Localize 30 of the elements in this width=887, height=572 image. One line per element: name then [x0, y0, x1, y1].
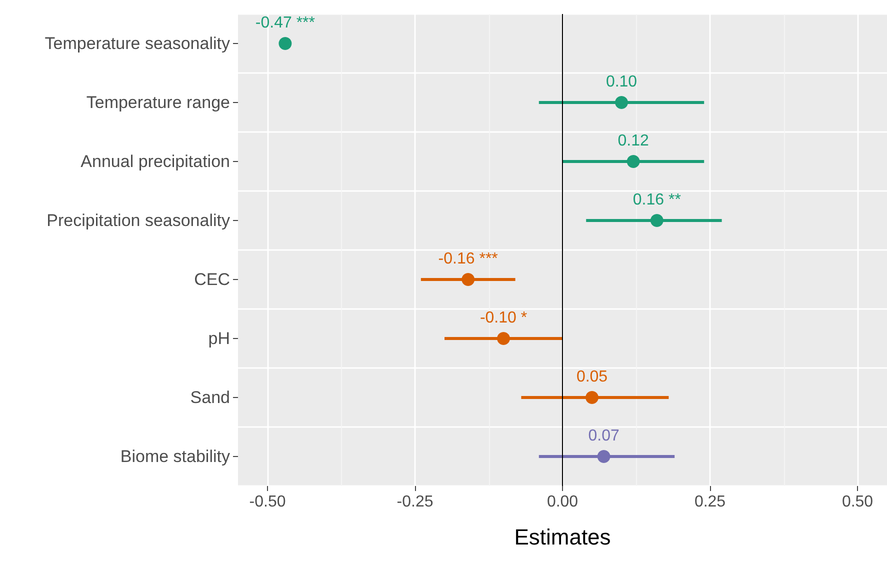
point [615, 96, 628, 109]
x-tick-label: -0.50 [249, 494, 286, 510]
data-label: -0.16 *** [438, 250, 498, 268]
point [462, 273, 475, 286]
x-axis-title: Estimates [514, 524, 611, 550]
point [650, 214, 664, 227]
x-tick-label: 0.00 [546, 494, 578, 510]
data-label: 0.07 [588, 428, 620, 444]
point [586, 391, 598, 404]
point [626, 155, 640, 168]
y-tick-label: Temperature range [86, 93, 230, 112]
y-tick-label: Sand [190, 388, 230, 407]
y-tick-label: CEC [194, 270, 230, 289]
data-label: 0.10 [606, 74, 638, 90]
point [497, 332, 510, 345]
x-tick-label: -0.25 [396, 494, 434, 510]
x-tick-label: 0.25 [694, 494, 726, 510]
y-tick-label: Precipitation seasonality [46, 211, 230, 230]
data-label: 0.05 [576, 368, 608, 386]
point [597, 450, 610, 463]
data-label: 0.16 ** [632, 192, 681, 208]
y-tick-label: Annual precipitation [80, 152, 230, 171]
data-label: 0.12 [618, 132, 649, 150]
x-tick-label: 0.50 [842, 494, 874, 510]
y-tick-label: pH [208, 329, 230, 348]
y-tick-label: Temperature seasonality [44, 34, 230, 53]
data-label: -0.47 *** [255, 14, 315, 32]
data-label: -0.10 * [480, 310, 528, 326]
y-tick-label: Biome stability [120, 447, 230, 466]
point [278, 37, 292, 50]
